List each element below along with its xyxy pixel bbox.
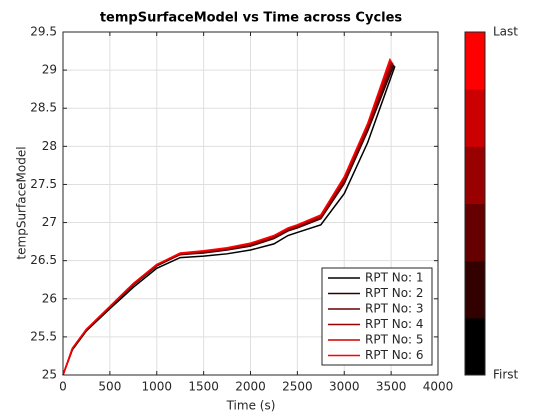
x-tick-label: 1000	[141, 380, 172, 394]
y-tick-label: 28	[42, 139, 57, 153]
y-tick-label: 27	[42, 215, 57, 229]
y-tick-label: 26	[42, 291, 57, 305]
x-tick-label: 500	[98, 380, 121, 394]
colorbar-band	[465, 89, 485, 147]
x-axis-label: Time (s)	[226, 399, 276, 413]
colorbar-band	[465, 32, 485, 90]
x-tick-label: 2000	[235, 380, 266, 394]
colorbar	[464, 31, 486, 376]
x-tick-label: 4000	[423, 380, 454, 394]
x-tick-label: 2500	[282, 380, 313, 394]
legend-label: RPT No: 6	[365, 348, 424, 362]
series-line	[62, 58, 391, 376]
colorbar-frame	[464, 31, 486, 376]
plot	[62, 58, 396, 376]
x-tick-label: 3000	[329, 380, 360, 394]
y-tick-label: 29.5	[30, 25, 57, 39]
colorbar-band	[465, 146, 485, 204]
y-tick-label: 25.5	[30, 329, 57, 343]
y-axis-label: tempSurfaceModel	[15, 146, 29, 259]
legend-label: RPT No: 5	[365, 333, 424, 347]
colorbar-band	[465, 317, 485, 376]
x-tick-label: 0	[59, 380, 67, 394]
ticks: 0 500 1000 1500 2000 2500 3000 3500 4000 25 25.5 26…	[30, 25, 453, 394]
y-tick-label: 28.5	[30, 101, 57, 115]
legend-label: RPT No: 4	[365, 317, 424, 331]
chart-title: tempSurfaceModel vs Time across Cycles	[100, 11, 403, 26]
legend-label: RPT No: 2	[365, 286, 424, 300]
colorbar-band	[465, 203, 485, 262]
y-tick-label: 26.5	[30, 253, 57, 267]
legend-label: RPT No: 1	[365, 271, 424, 285]
x-tick-label: 3500	[376, 380, 407, 394]
y-tick-label: 29	[42, 63, 57, 77]
colorbar-bottom-label: First	[493, 368, 519, 382]
y-tick-label: 25	[42, 368, 57, 382]
series-line	[62, 66, 396, 376]
legend-label: RPT No: 3	[365, 302, 424, 316]
legend-box	[321, 267, 433, 366]
colorbar-band	[465, 260, 485, 319]
y-tick-label: 27.5	[30, 177, 57, 191]
colorbar-top-label: Last	[493, 25, 518, 39]
x-tick-label: 1500	[188, 380, 219, 394]
